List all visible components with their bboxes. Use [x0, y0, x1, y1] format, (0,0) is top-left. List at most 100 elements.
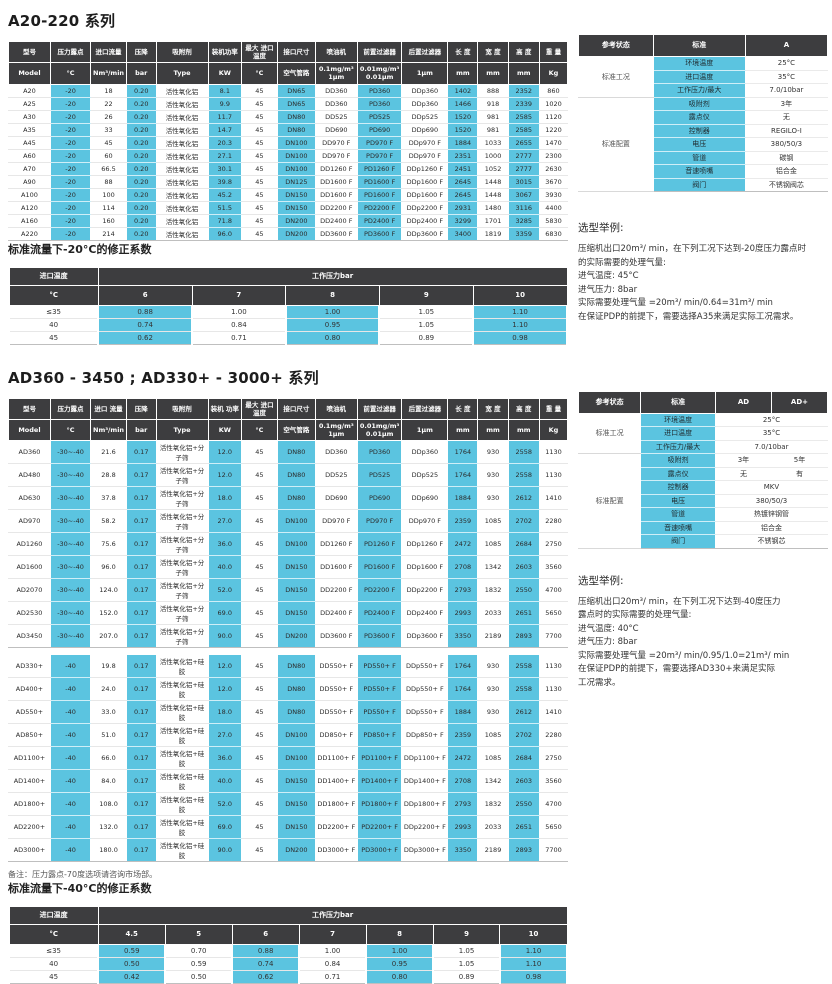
table-cell: -20 — [49, 123, 92, 137]
table-cell: PD3000+ F — [356, 838, 403, 862]
header-cell: bar — [125, 418, 157, 442]
table-row: A35 -20 33 0.20 活性氧化铝 14.7 45 DN80 DD690 PD690 DDp… — [8, 123, 569, 137]
table-cell: 2558 — [507, 463, 540, 487]
table-cell: DD360 — [314, 84, 358, 98]
table-cell: DD525 — [314, 463, 358, 487]
table-cell: -40 — [49, 792, 92, 816]
table-cell: PD550+ F — [356, 700, 403, 724]
table-cell: 39.8 — [207, 175, 243, 189]
table-cell: AD550+ — [8, 700, 51, 724]
table-row: 管道 热镀锌钢管 — [579, 507, 829, 522]
table-cell: 1.00 — [365, 944, 435, 958]
header-cell: 压降 — [125, 397, 157, 420]
table-cell: -40 — [49, 654, 92, 678]
header-cell: 0.1mg/m³ 1μm — [314, 418, 358, 442]
table-cell: 207.0 — [90, 624, 127, 648]
param-value: 碳钢 — [744, 151, 829, 165]
spec-table-ad: 型号 压力露点 进口 流量 压降 吸附剂 装机 功率 最大 进口温度 接口尺寸 喷油机 前置过滤器… — [8, 397, 569, 862]
table-cell: 45 — [241, 601, 278, 625]
table-cell: DN150 — [276, 792, 316, 816]
table-cell: PD690 — [356, 123, 403, 137]
table-cell: 2651 — [507, 601, 540, 625]
table-cell: 0.17 — [125, 838, 157, 862]
table-cell: 活性氧化铝+分子筛 — [155, 486, 209, 510]
table-row: 露点仪 无 — [579, 110, 829, 125]
param-label: 控制器 — [652, 124, 746, 138]
table-cell: DDp525 — [401, 463, 449, 487]
table-cell: 活性氧化铝 — [155, 227, 209, 241]
table-cell: 2708 — [447, 769, 479, 793]
header-cell: 8 — [365, 923, 434, 945]
group-label: 标准工况 — [577, 413, 642, 454]
table-cell: 0.17 — [125, 746, 157, 770]
table-cell: -30~-40 — [49, 624, 92, 648]
table-cell: 888 — [477, 84, 509, 98]
table-cell: 90.0 — [207, 624, 243, 648]
table-cell: 45 — [241, 555, 278, 579]
table-cell: 4400 — [538, 201, 569, 215]
table-cell: 12.0 — [207, 654, 243, 678]
table-row: 露点仪 无 有 — [579, 467, 829, 481]
table-cell: 3670 — [538, 175, 569, 189]
table-cell: DDp3000+ F — [401, 838, 449, 862]
table-cell: 1020 — [538, 97, 569, 111]
table-row: A25 -20 22 0.20 活性氧化铝 9.9 45 DN65 DD360 PD360 DDp3… — [8, 97, 569, 111]
table-cell: 0.95 — [365, 957, 435, 971]
table-row: A120 -20 114 0.20 活性氧化铝 51.5 45 DN150 DD2200 F PD… — [8, 201, 569, 215]
correction-minus20-body: ≤35 0.88 1.00 1.00 1.05 1.10 40 0.74 0.84 0.95 1.0… — [7, 305, 568, 345]
table-cell: 40 — [7, 957, 100, 971]
table-cell: 1764 — [447, 654, 479, 678]
table-cell: 0.74 — [97, 318, 193, 332]
header-cell: 9 — [432, 923, 501, 945]
table-cell: 0.20 — [125, 188, 157, 202]
table-cell: 1.00 — [298, 944, 368, 958]
table-cell: PD3600 F — [356, 624, 403, 648]
table-cell: 45 — [241, 214, 278, 228]
table-cell: 活性氧化铝+分子筛 — [155, 509, 209, 533]
table-cell: 26 — [90, 110, 127, 124]
table-cell: 930 — [477, 486, 509, 510]
table-cell: DN200 — [276, 227, 316, 241]
table-cell: DN80 — [276, 440, 316, 464]
header-cell: 型号 — [8, 397, 51, 420]
param-value: 热镀锌钢管 — [714, 507, 829, 522]
table-cell: 0.84 — [298, 957, 368, 971]
table-cell: 45 — [241, 463, 278, 487]
table-cell: 2339 — [507, 97, 540, 111]
table-cell: 12.0 — [207, 463, 243, 487]
table-cell: 45 — [241, 677, 278, 701]
table-cell: DN65 — [276, 84, 316, 98]
table-cell: AD2070 — [8, 578, 51, 602]
table-cell: A20 — [8, 84, 51, 98]
table-row: AD480 -30~-40 28.8 0.17 活性氧化铝+分子筛 12.0 45 DN80 D… — [8, 463, 569, 487]
table-cell: AD1600 — [8, 555, 51, 579]
text-line: 进气压力: 8bar — [578, 284, 638, 295]
table-cell: 活性氧化铝 — [155, 84, 209, 98]
table-cell: 1480 — [477, 201, 509, 215]
table-cell: 0.50 — [164, 970, 234, 984]
header-cell: 压力露点 — [49, 40, 92, 64]
table-cell: AD3000+ — [8, 838, 51, 862]
table-cell: 2280 — [538, 509, 569, 533]
table-cell: 0.20 — [125, 214, 157, 228]
table-cell: -20 — [49, 97, 92, 111]
table-cell: 45 — [241, 201, 278, 215]
table-cell: 0.62 — [231, 970, 301, 984]
table-row: AD2070 -30~-40 124.0 0.17 活性氧化铝+分子筛 52.0 45 DN1… — [8, 578, 569, 602]
text-line: 实际需要处理气量 =20m³/ min/0.95/1.0=21m³/ min — [578, 650, 790, 661]
table-cell: 2033 — [477, 601, 509, 625]
table-cell: DD360 — [314, 440, 358, 464]
table-cell: 3359 — [507, 227, 540, 241]
header-cell: 10 — [499, 923, 568, 945]
table-cell: 0.20 — [125, 110, 157, 124]
text-line: 在保证PDP的前提下，需要选择A35来满足实际工况需求。 — [578, 311, 799, 322]
header-cell: 宽 度 — [477, 397, 509, 420]
header-cell: 装机功率 — [207, 40, 243, 64]
header-cell: Kg — [538, 418, 569, 442]
table-cell: 1701 — [477, 214, 509, 228]
table-cell: 1520 — [447, 123, 479, 137]
table-cell: A25 — [8, 97, 51, 111]
spec-table-ad-header: 型号 压力露点 进口 流量 压降 吸附剂 装机 功率 最大 进口温度 接口尺寸 喷油机 前置过滤器… — [8, 397, 569, 442]
table-cell: DD970 F — [314, 136, 358, 150]
table-cell: DDp690 — [401, 123, 449, 137]
